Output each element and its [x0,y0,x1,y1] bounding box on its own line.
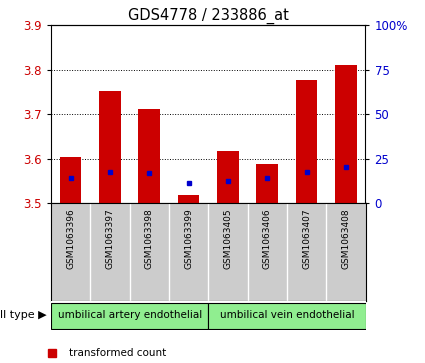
Text: GSM1063406: GSM1063406 [263,208,272,269]
Text: umbilical artery endothelial: umbilical artery endothelial [57,310,202,320]
Text: GSM1063408: GSM1063408 [341,208,350,269]
Bar [217,151,239,203]
Bar [256,164,278,203]
Bar [139,109,160,203]
Bar [296,79,317,203]
Bar [335,65,357,203]
Bar [60,158,82,203]
Text: GSM1063397: GSM1063397 [105,208,114,269]
Title: GDS4778 / 233886_at: GDS4778 / 233886_at [128,8,289,24]
FancyBboxPatch shape [208,303,366,329]
Text: umbilical vein endothelial: umbilical vein endothelial [220,310,354,320]
Text: transformed count: transformed count [69,348,166,358]
Text: GSM1063396: GSM1063396 [66,208,75,269]
FancyBboxPatch shape [51,303,208,329]
Text: cell type ▶: cell type ▶ [0,310,47,320]
Text: GSM1063407: GSM1063407 [302,208,311,269]
Text: GSM1063398: GSM1063398 [145,208,154,269]
Bar [178,195,199,203]
Text: GSM1063405: GSM1063405 [224,208,232,269]
Text: GSM1063399: GSM1063399 [184,208,193,269]
Bar [99,91,121,203]
